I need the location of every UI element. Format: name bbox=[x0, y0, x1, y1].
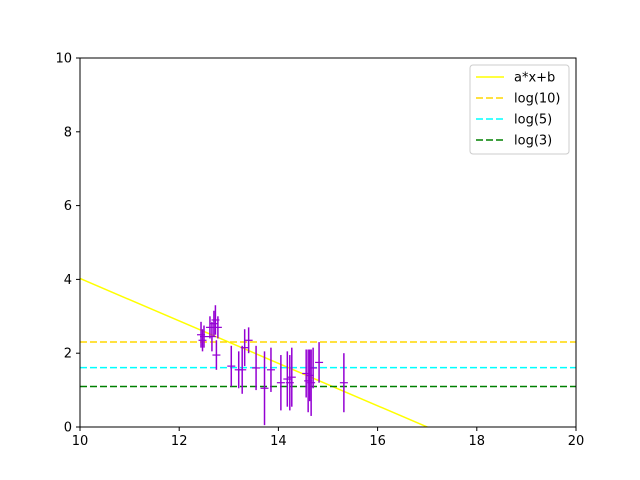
errorbar-point-20 bbox=[287, 347, 296, 407]
legend-box bbox=[469, 64, 570, 155]
legend-label-2: log(5) bbox=[514, 113, 552, 128]
y-tick-label-2: 4 bbox=[64, 273, 72, 288]
x-tick-label-3: 16 bbox=[369, 434, 386, 449]
plot-frame bbox=[79, 57, 577, 428]
x-axis: 10 12 14 16 18 20 bbox=[72, 427, 585, 449]
x-tick-label-0: 10 bbox=[72, 434, 89, 449]
errorbar-point-1 bbox=[198, 329, 207, 352]
errorbar-point-12 bbox=[240, 329, 249, 367]
errorbar-point-15 bbox=[260, 351, 269, 426]
errorbar-point-8 bbox=[213, 316, 222, 339]
errorbar-point-2 bbox=[200, 325, 208, 348]
errorbar-point-25 bbox=[309, 347, 318, 389]
legend: a*x+b log(10) log(5) log(3) bbox=[469, 64, 570, 155]
y-axis: 0 2 4 6 8 10 bbox=[55, 52, 80, 436]
series-line-0 bbox=[80, 277, 430, 427]
x-tick-label-1: 12 bbox=[171, 434, 188, 449]
x-tick-label-4: 18 bbox=[469, 434, 486, 449]
y-tick-label-0: 0 bbox=[64, 421, 72, 436]
y-tick-label-3: 6 bbox=[64, 199, 72, 214]
errorbar-point-13 bbox=[244, 327, 253, 354]
errorbar-point-17 bbox=[276, 355, 285, 411]
errorbar-point-5 bbox=[209, 310, 218, 337]
errorbar-point-23 bbox=[305, 349, 314, 402]
x-tick-label-2: 14 bbox=[270, 434, 287, 449]
errorbar-point-14 bbox=[252, 345, 261, 391]
y-tick-label-5: 10 bbox=[55, 52, 72, 67]
errorbar-point-11 bbox=[238, 345, 247, 394]
errorbar-point-27 bbox=[339, 353, 348, 413]
y-tick-label-4: 8 bbox=[64, 125, 72, 140]
legend-label-0: a*x+b bbox=[514, 71, 555, 86]
x-tick-label-5: 20 bbox=[568, 434, 585, 449]
errorbar-point-7 bbox=[212, 340, 221, 370]
errorbar-point-9 bbox=[227, 345, 236, 387]
y-tick-label-1: 2 bbox=[64, 347, 72, 362]
errorbar-point-16 bbox=[266, 347, 275, 392]
legend-label-1: log(10) bbox=[514, 92, 561, 107]
errorbar-point-26 bbox=[315, 342, 324, 383]
legend-label-3: log(3) bbox=[514, 134, 552, 149]
plot-content bbox=[80, 277, 576, 427]
